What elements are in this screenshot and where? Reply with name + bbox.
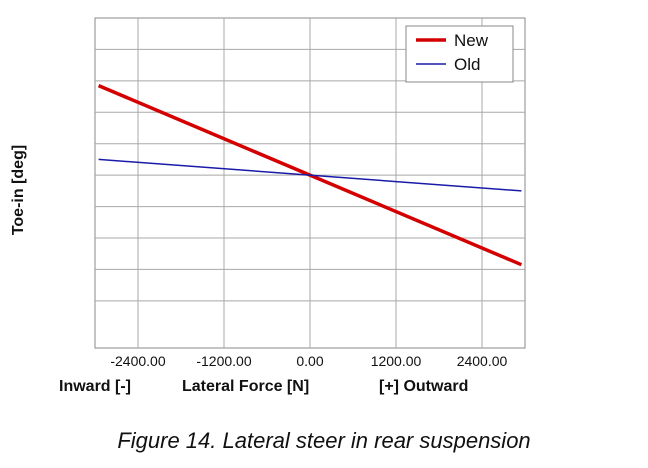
legend-label-old: Old: [454, 55, 480, 74]
legend: New Old: [405, 25, 514, 83]
x-tick-labels: -2400.00 -1200.00 0.00 1200.00 2400.00: [110, 353, 507, 369]
x-tick-label-3: 1200.00: [371, 353, 422, 369]
chart: -2400.00 -1200.00 0.00 1200.00 2400.00 New O…: [10, 17, 526, 395]
x-tick-label-2: 0.00: [296, 353, 323, 369]
series-layer: [97, 83, 523, 267]
x-tick-label-4: 2400.00: [457, 353, 508, 369]
legend-box: [405, 25, 514, 83]
x-axis-label-left: Inward [-]: [59, 378, 131, 395]
x-axis-label-center: Lateral Force [N]: [182, 378, 309, 395]
series-line-old: [98, 158, 522, 192]
figure-caption: Figure 14. Lateral steer in rear suspens…: [117, 428, 531, 453]
x-tick-label-0: -2400.00: [110, 353, 165, 369]
legend-label-new: New: [454, 31, 489, 50]
x-tick-label-1: -1200.00: [196, 353, 251, 369]
x-axis-label-right: [+] Outward: [379, 378, 468, 395]
y-axis-label: Toe-in [deg]: [10, 145, 27, 235]
